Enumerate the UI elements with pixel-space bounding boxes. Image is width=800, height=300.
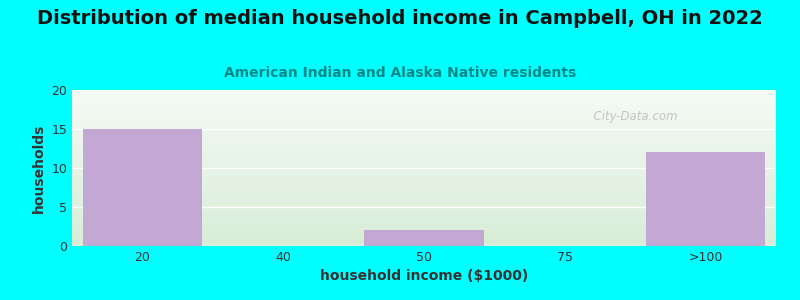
Bar — [646, 152, 766, 246]
Bar — [364, 230, 484, 246]
Text: Distribution of median household income in Campbell, OH in 2022: Distribution of median household income … — [37, 9, 763, 28]
Text: City-Data.com: City-Data.com — [586, 110, 678, 123]
Bar — [82, 129, 202, 246]
Y-axis label: households: households — [32, 123, 46, 213]
X-axis label: household income ($1000): household income ($1000) — [320, 269, 528, 284]
Text: American Indian and Alaska Native residents: American Indian and Alaska Native reside… — [224, 66, 576, 80]
